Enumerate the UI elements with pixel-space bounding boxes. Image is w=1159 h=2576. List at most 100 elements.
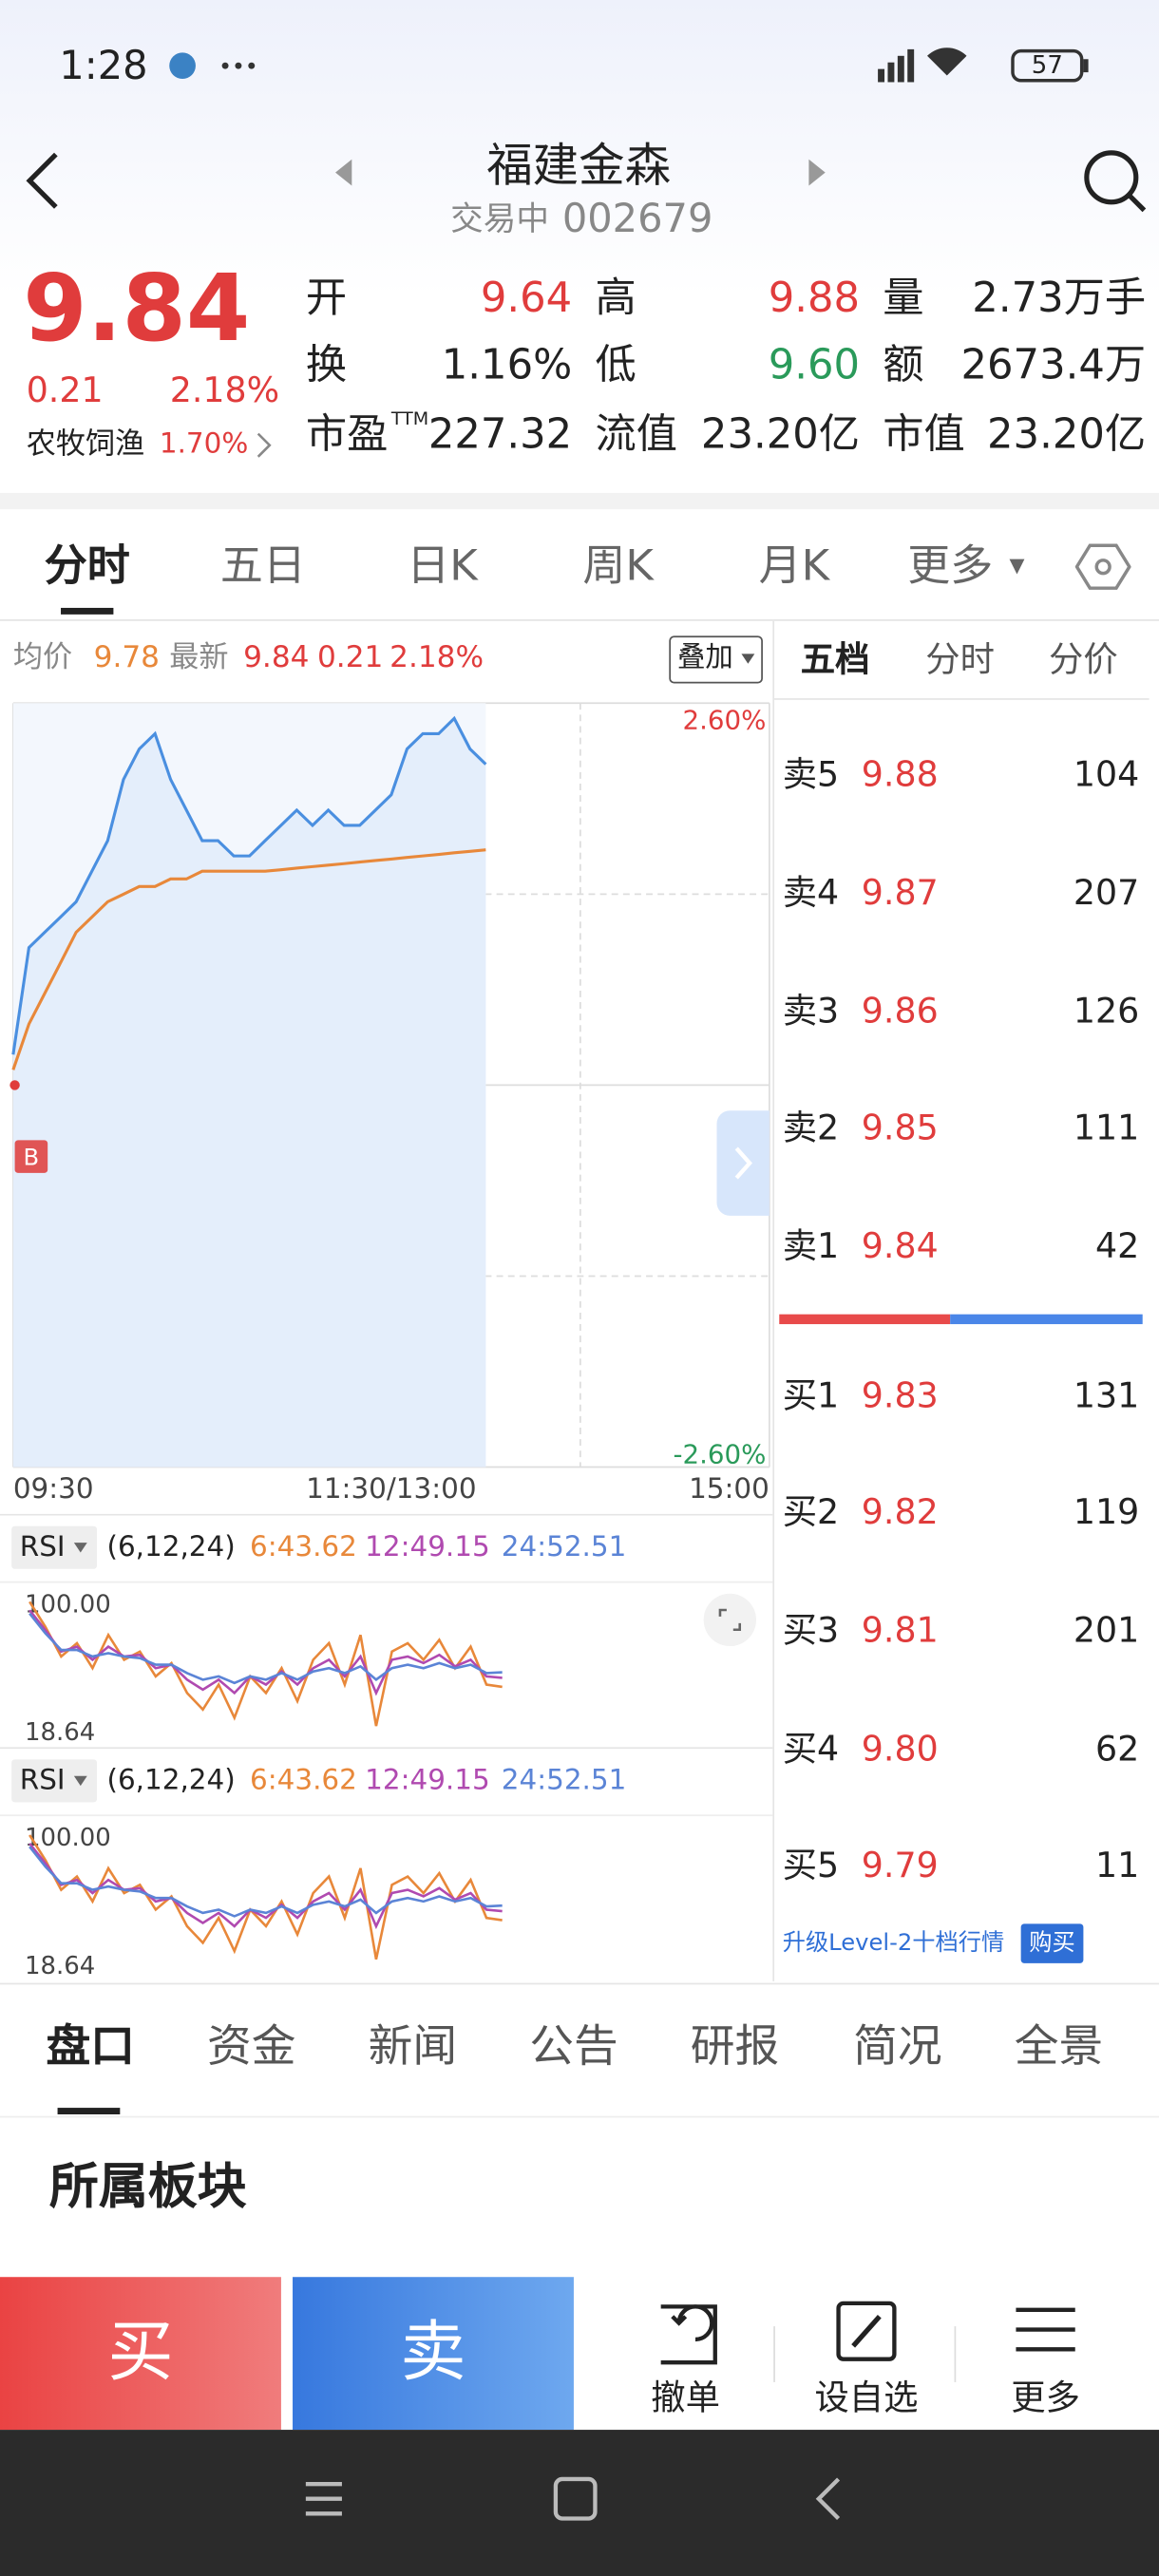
stock-name: 福建金森 xyxy=(486,138,672,193)
chart-tab[interactable]: 日K xyxy=(407,541,478,592)
stat-value: 2.73万手 xyxy=(972,273,1147,322)
detail-tab[interactable]: 新闻 xyxy=(368,2021,458,2073)
indicator-select xyxy=(11,1525,98,1569)
orderbook-tab[interactable]: 分价 xyxy=(1049,639,1118,680)
detail-tab[interactable]: 公告 xyxy=(529,2021,618,2073)
sector-pct[interactable]: 1.70% xyxy=(159,427,249,462)
ob-volume: 119 xyxy=(1073,1492,1140,1532)
price-area xyxy=(12,718,486,1468)
action-label[interactable]: 撤单 xyxy=(651,2377,720,2418)
buy-button[interactable] xyxy=(0,2277,281,2431)
rsi-line xyxy=(28,1846,503,1918)
indicator-name: RSI xyxy=(20,1763,66,1795)
ob-price: 9.84 xyxy=(861,1226,939,1266)
stat-label: 低 xyxy=(595,340,636,389)
indicator-readout: 12:49.15 xyxy=(365,1763,490,1795)
search-button[interactable] xyxy=(1078,144,1150,217)
divider xyxy=(0,1982,1159,1985)
sell-button[interactable] xyxy=(293,2277,574,2431)
stat-value: 23.20亿 xyxy=(987,409,1147,458)
status-time: 1:28 xyxy=(59,42,148,89)
stat-label: 额 xyxy=(883,340,924,389)
rsi-tick-label: 18.64 xyxy=(25,1952,95,1980)
divider xyxy=(0,619,1159,621)
action-label[interactable]: 更多 xyxy=(1011,2377,1080,2418)
buy-level2[interactable]: 购买 xyxy=(1029,1930,1075,1957)
battery-level: 57 xyxy=(1031,49,1063,80)
more-caret[interactable]: ▼ xyxy=(1009,553,1025,578)
trade-marker: B xyxy=(24,1144,40,1170)
overlay-caret[interactable] xyxy=(740,651,756,667)
divider xyxy=(0,2115,1159,2118)
sector-name[interactable]: 农牧饲渔 xyxy=(26,426,145,463)
rsi-tick-label: 18.64 xyxy=(25,1718,95,1747)
chart-settings[interactable] xyxy=(1074,542,1131,592)
orderbook-tab[interactable]: 五档 xyxy=(800,639,870,680)
header-bg xyxy=(0,0,1159,493)
ob-label: 卖3 xyxy=(782,991,840,1032)
buy-label[interactable]: 买 xyxy=(107,2315,174,2391)
level2-upgrade[interactable]: 升级Level-2十档行情 xyxy=(782,1930,1005,1957)
chart-tab[interactable]: 周K xyxy=(582,541,654,592)
latest-price: 9.84 xyxy=(243,640,310,675)
chart-tab[interactable]: 五日 xyxy=(219,541,306,592)
stat-label: 量 xyxy=(883,273,924,322)
nav-buttons[interactable] xyxy=(0,2430,1159,2576)
ob-volume: 42 xyxy=(1094,1226,1140,1266)
rsi-tick-label: 100.00 xyxy=(25,1824,111,1852)
section-title: 所属板块 xyxy=(48,2158,247,2217)
panel-divider xyxy=(772,620,775,1981)
orderbook-tab[interactable]: 分时 xyxy=(925,639,995,680)
avg-line xyxy=(11,848,486,1070)
ob-label: 买3 xyxy=(782,1610,840,1651)
x-tick-label: 15:00 xyxy=(689,1472,770,1505)
ask-ratio xyxy=(950,1314,1143,1325)
indicator-caret xyxy=(73,1775,87,1787)
ob-price: 9.88 xyxy=(861,754,939,795)
detail-tab[interactable]: 资金 xyxy=(207,2021,296,2073)
overlay-label[interactable]: 叠加 xyxy=(676,641,733,675)
ob-volume: 111 xyxy=(1073,1108,1140,1148)
ob-label: 买1 xyxy=(782,1375,840,1416)
bid-ratio xyxy=(779,1314,951,1325)
pct-tick-label: 2.60% xyxy=(682,704,766,735)
detail-tab[interactable]: 简况 xyxy=(853,2021,942,2073)
ob-label: 卖4 xyxy=(782,873,840,913)
ob-price: 9.81 xyxy=(861,1610,939,1651)
sell-label[interactable]: 卖 xyxy=(400,2315,466,2391)
buy-level2-bg[interactable] xyxy=(1020,1923,1084,1963)
expand-arrow[interactable] xyxy=(730,1144,756,1184)
indicator-readout: 24:52.51 xyxy=(502,1763,627,1795)
stock-code: 002679 xyxy=(561,195,713,242)
detail-tab[interactable]: 盘口 xyxy=(46,2021,135,2073)
fullscreen-button[interactable] xyxy=(703,1593,757,1647)
detail-tab[interactable]: 全景 xyxy=(1014,2021,1104,2073)
stat-label: 市盈 xyxy=(305,409,389,458)
avg-label: 均价 xyxy=(12,640,73,675)
expand-panel[interactable] xyxy=(716,1110,770,1216)
detail-tab[interactable]: 研报 xyxy=(690,2021,780,2073)
ob-label: 卖2 xyxy=(782,1108,840,1148)
action-label[interactable]: 设自选 xyxy=(814,2377,919,2418)
chart-tab[interactable]: 月K xyxy=(758,541,830,592)
divider xyxy=(0,492,1159,510)
overlay-button[interactable] xyxy=(669,635,763,684)
chart-tab[interactable]: 分时 xyxy=(44,541,130,592)
sector-arrow[interactable] xyxy=(253,430,276,460)
rsi-line xyxy=(28,1609,503,1696)
stat-value: 9.60 xyxy=(768,340,861,389)
latest-change: 0.21 xyxy=(316,640,384,675)
ob-volume: 62 xyxy=(1094,1729,1140,1769)
latest-label: 最新 xyxy=(169,640,229,675)
fullscreen-icon[interactable] xyxy=(716,1607,743,1634)
ob-price: 9.85 xyxy=(861,1108,939,1148)
ob-volume: 126 xyxy=(1073,991,1140,1032)
action-icons xyxy=(660,2301,1075,2382)
ob-volume: 104 xyxy=(1073,754,1140,795)
prev-next[interactable] xyxy=(326,155,852,195)
back-button[interactable] xyxy=(20,148,69,214)
rsi-line xyxy=(28,1834,503,1960)
trade-status: 交易中 xyxy=(450,199,549,238)
chart-tab[interactable]: 更多 xyxy=(907,541,994,592)
